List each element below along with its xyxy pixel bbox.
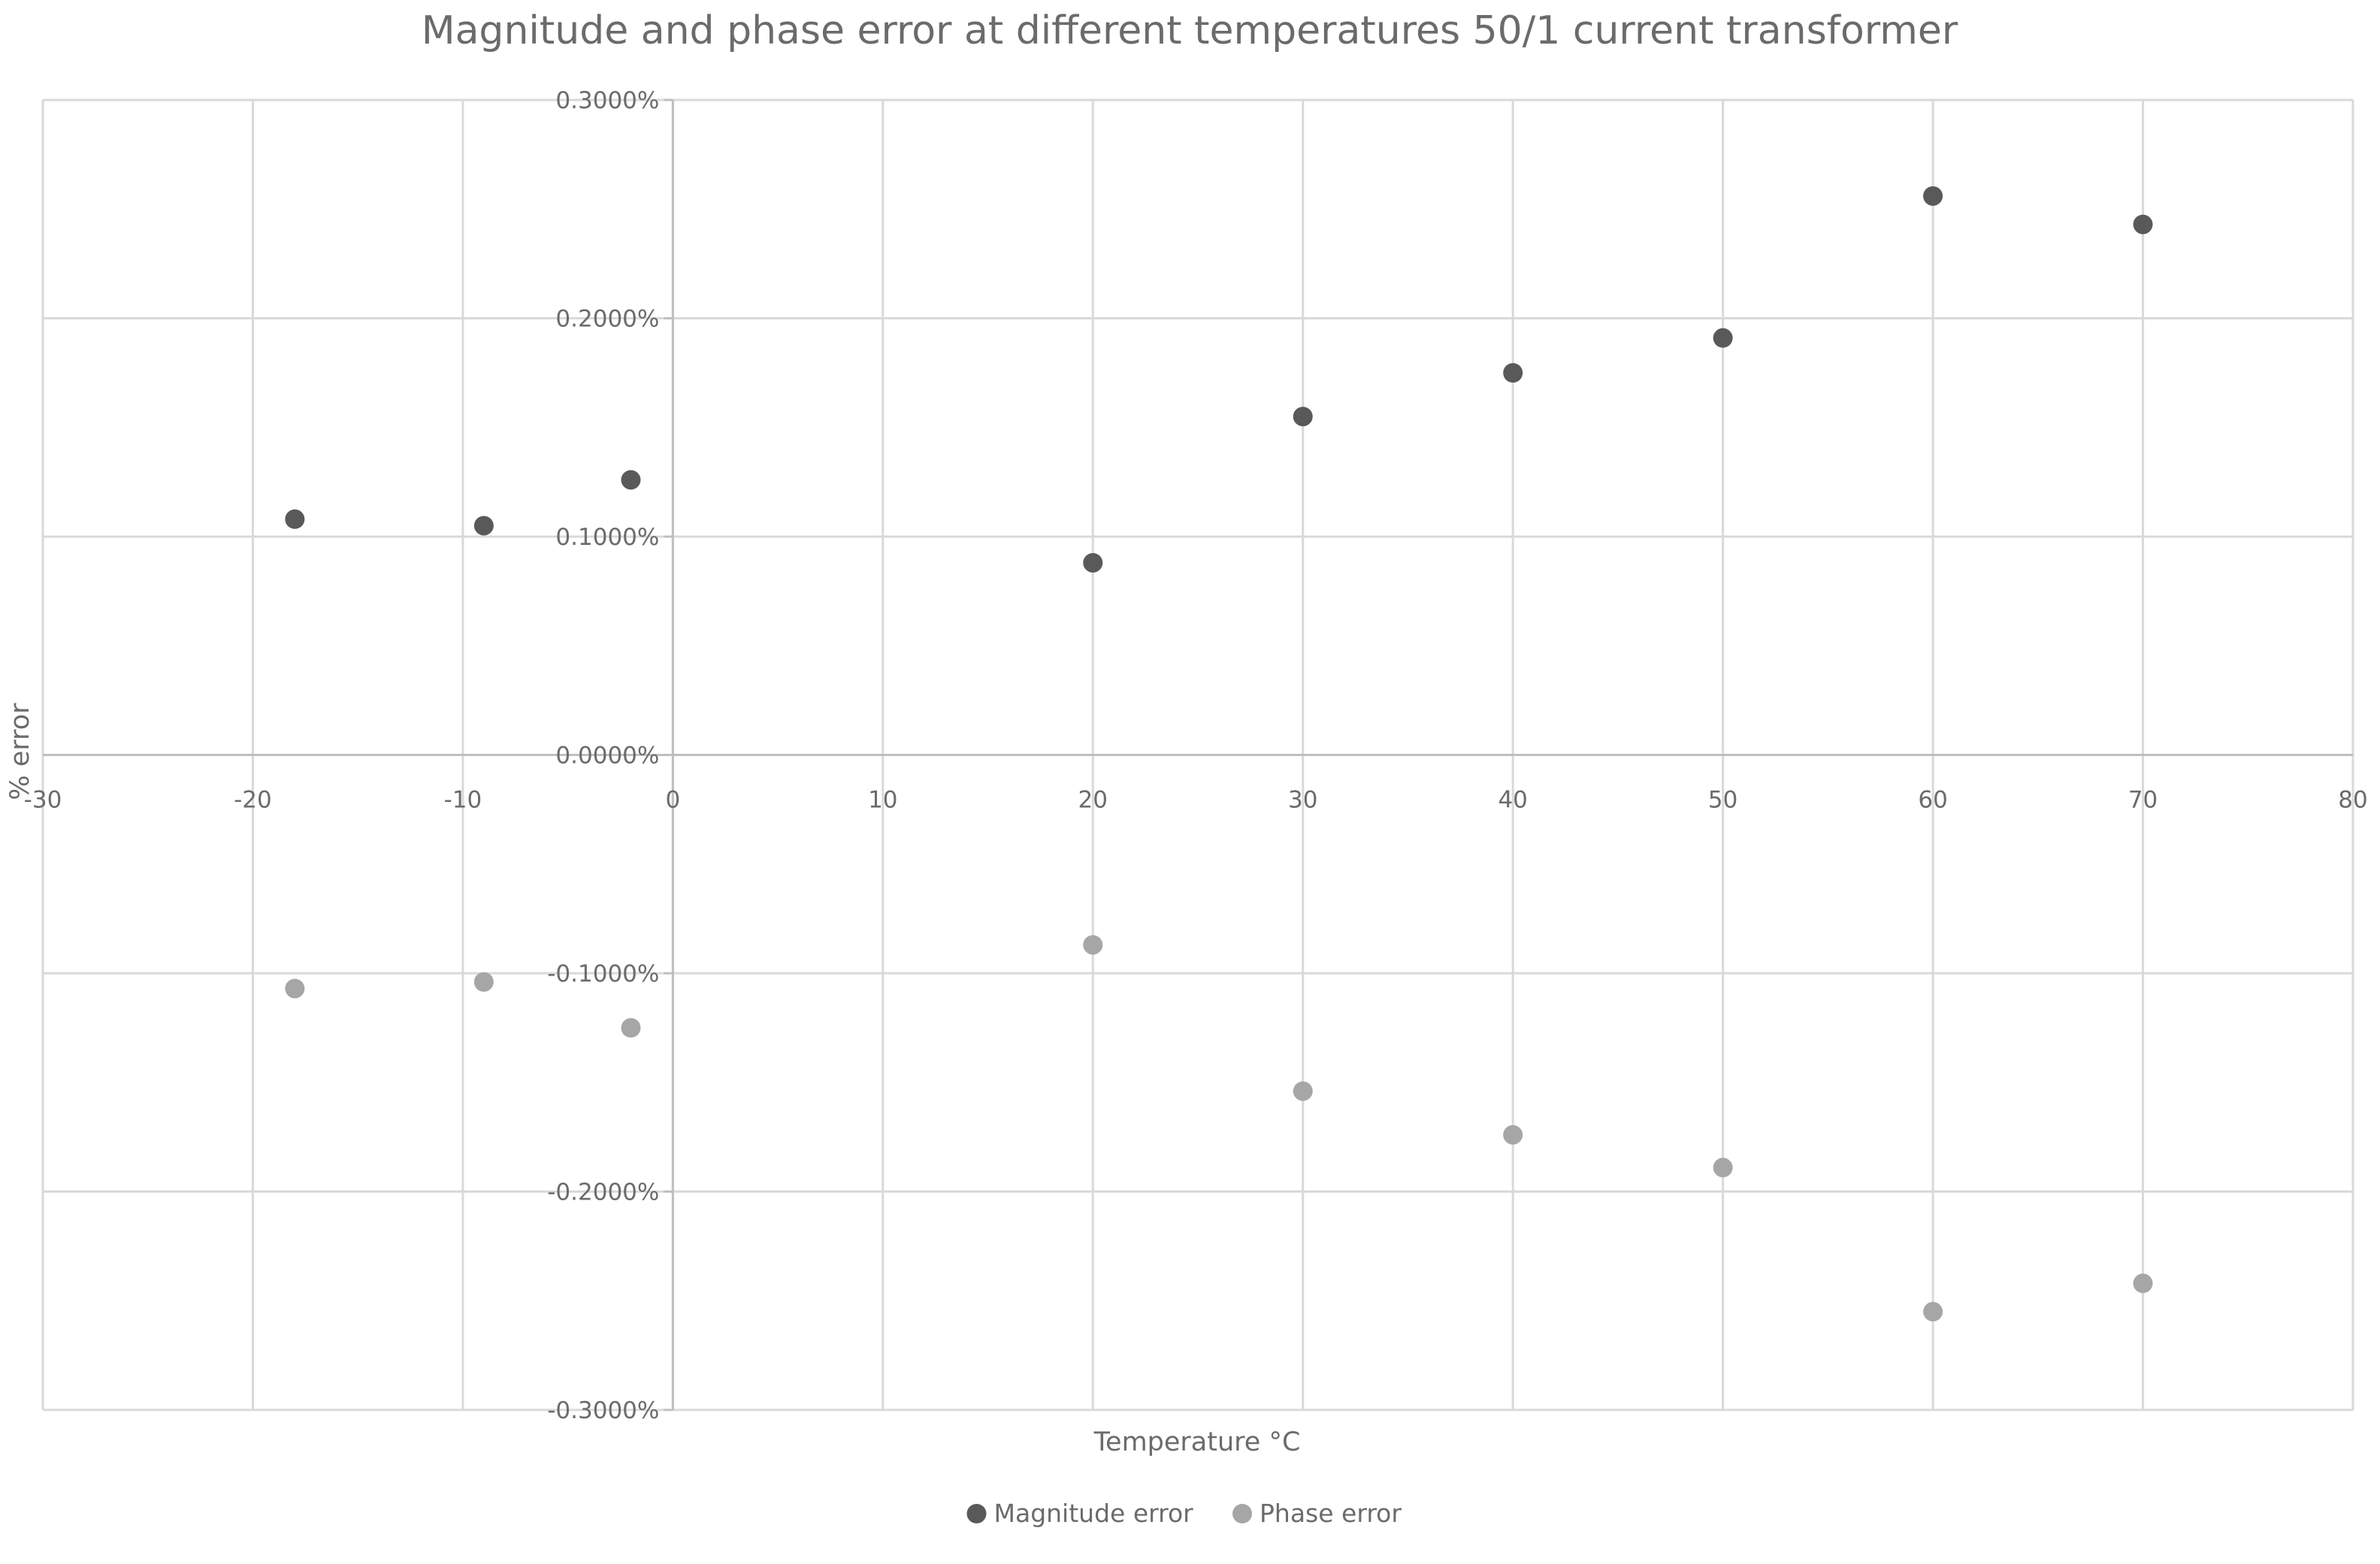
x-tick-label: -20 — [234, 787, 272, 814]
magnitude-error-point — [473, 516, 494, 536]
magnitude-error-point — [1713, 328, 1733, 348]
x-tick-label: 60 — [1918, 787, 1947, 814]
legend: Magnitude error Phase error — [966, 1499, 1402, 1528]
x-tick-label: 80 — [2338, 787, 2367, 814]
grid — [41, 98, 2354, 1411]
data-points — [285, 186, 2153, 1322]
y-tick-label: -0.1000% — [547, 960, 659, 988]
magnitude-error-point — [1923, 186, 1943, 206]
magnitude-error-point — [1503, 363, 1523, 383]
magnitude-error-point — [621, 470, 641, 490]
x-tick-label: 40 — [1498, 787, 1527, 814]
x-tick-label: 0 — [665, 787, 680, 814]
magnitude-error-point — [2133, 214, 2153, 234]
y-tick-label: 0.0000% — [555, 743, 659, 770]
legend-label: Phase error — [1260, 1499, 1402, 1528]
y-tick-label: -0.2000% — [547, 1179, 659, 1206]
x-axis-label: Temperature °C — [1093, 1427, 1301, 1457]
x-tick-label: 50 — [1708, 787, 1737, 814]
x-tick-label: -10 — [444, 787, 482, 814]
phase-error-point — [1923, 1302, 1943, 1322]
phase-error-point — [285, 979, 305, 999]
x-tick-label: 70 — [2128, 787, 2158, 814]
magnitude-error-point — [1083, 552, 1103, 573]
y-tick-label: -0.3000% — [547, 1397, 659, 1424]
phase-error-point — [1083, 935, 1103, 955]
phase-error-point — [1713, 1157, 1733, 1178]
chart-title: Magnitude and phase error at different t… — [422, 8, 1958, 53]
y-tick-label: 0.3000% — [555, 87, 659, 114]
phase-error-point — [621, 1018, 641, 1038]
phase-error-point — [1293, 1081, 1313, 1101]
axes — [43, 98, 2353, 1411]
x-tick-label: 10 — [868, 787, 897, 814]
legend-marker — [966, 1504, 987, 1523]
x-tick-label: 20 — [1078, 787, 1108, 814]
magnitude-error-point — [285, 509, 305, 529]
phase-error-point — [2133, 1273, 2153, 1293]
phase-error-point — [473, 972, 494, 992]
magnitude-error-point — [1293, 407, 1313, 427]
legend-label: Magnitude error — [994, 1499, 1194, 1528]
legend-marker — [1232, 1504, 1252, 1523]
tick-labels: -30 -20 -10 0 10 20 30 40 50 60 70 80 0.3000% 0.2000%… — [24, 87, 2368, 1424]
phase-error-point — [1503, 1124, 1523, 1145]
y-axis-label: % error — [5, 703, 35, 800]
x-tick-label: 30 — [1288, 787, 1317, 814]
x-tick-label: -30 — [24, 787, 62, 814]
y-tick-label: 0.2000% — [555, 306, 659, 333]
y-tick-label: 0.1000% — [555, 524, 659, 551]
